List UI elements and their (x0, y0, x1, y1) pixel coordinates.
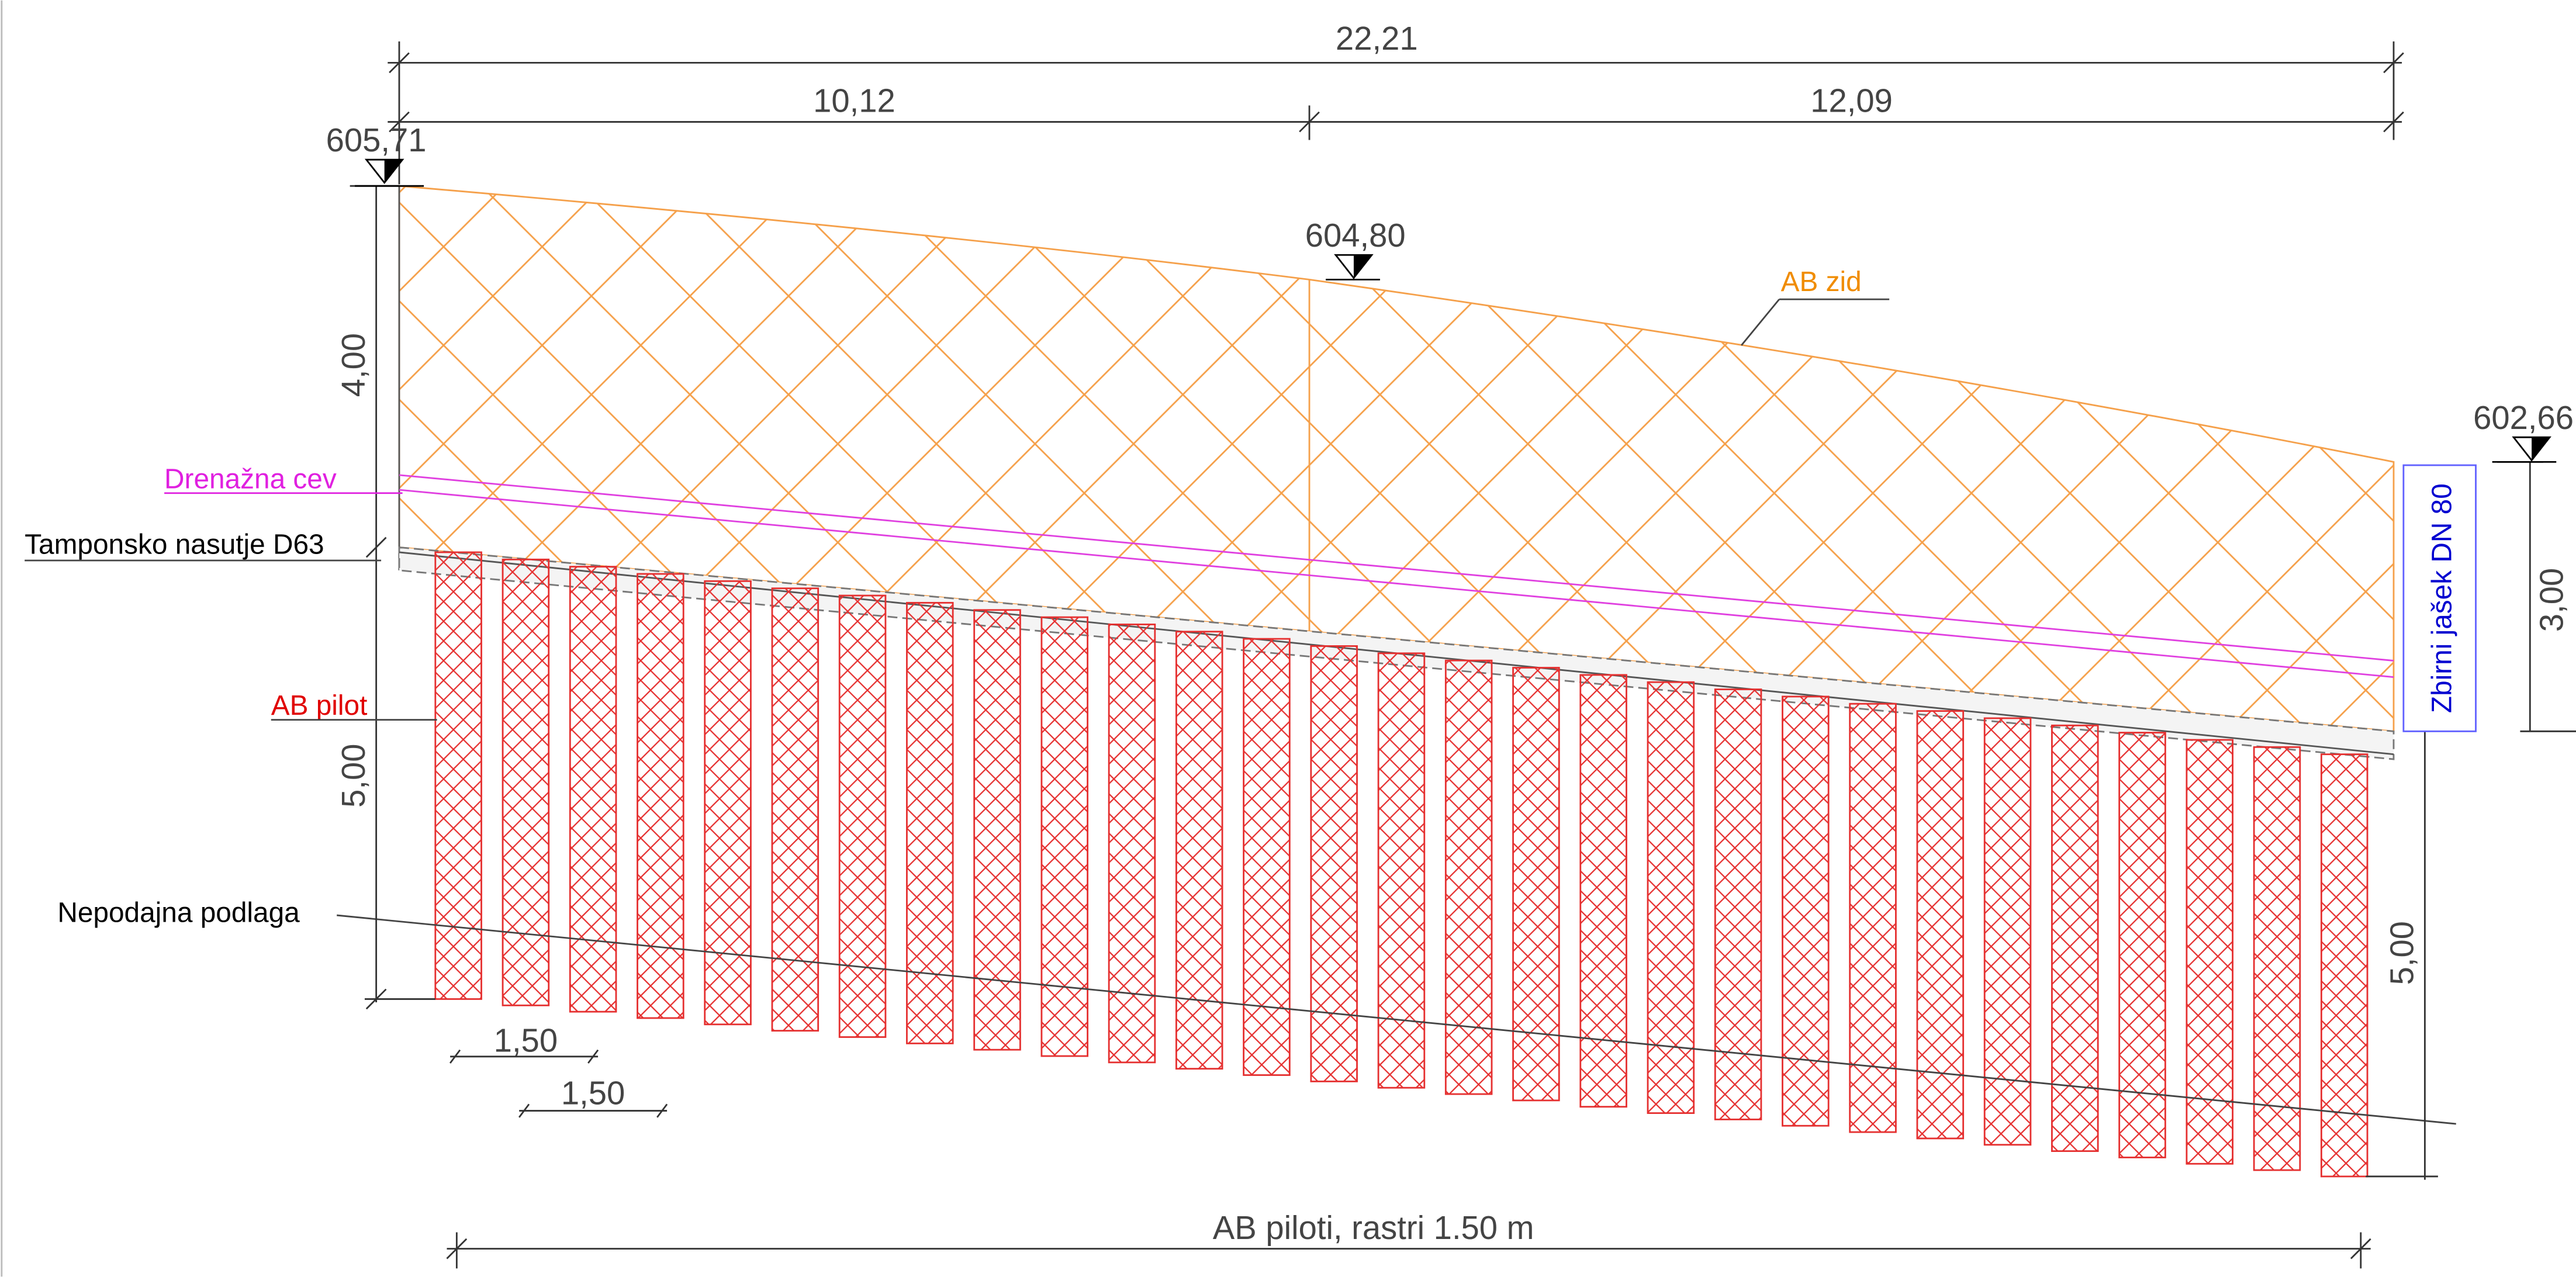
ticks (365, 537, 387, 1010)
dim-text: 3,00 (2533, 568, 2570, 632)
dim-text: 5,00 (335, 743, 372, 807)
ticks (449, 1049, 668, 1118)
pile (1108, 624, 1156, 1064)
drain-line (399, 489, 2394, 678)
label-wall: AB zid (1781, 267, 1862, 297)
pile (1444, 659, 1493, 1095)
pile (704, 580, 752, 1026)
pile (2320, 753, 2368, 1178)
pile (1916, 710, 1965, 1140)
dim-text: 1,50 (561, 1074, 625, 1111)
label-pile: AB pilot (271, 690, 368, 721)
elevation-mark (1326, 254, 1380, 281)
dim-text: 1,50 (494, 1022, 558, 1058)
bedrock-line (337, 914, 2456, 1125)
pile (502, 558, 550, 1006)
pile (2118, 732, 2166, 1158)
pile (569, 566, 617, 1013)
dim-text: 5,00 (2384, 921, 2421, 985)
label-drain: Drenažna cev (164, 463, 337, 494)
pile (1849, 702, 1897, 1133)
elevation-text: 604,80 (1305, 217, 1406, 254)
pile (973, 609, 1021, 1051)
pile (1512, 667, 1560, 1102)
elevation-text: 602,66 (2473, 399, 2574, 436)
pile (771, 587, 820, 1032)
label-shaft: Zbirni jašek DN 80 (2426, 483, 2457, 713)
elevation-text: 605,71 (326, 122, 427, 158)
pile (1983, 717, 2032, 1146)
pile (1377, 652, 1426, 1089)
drain-line (399, 474, 2394, 662)
pile (434, 551, 482, 1000)
pile (2186, 739, 2233, 1165)
dim-text: AB piloti, rastri 1.50 m (1213, 1209, 1534, 1246)
dim-text: 4,00 (335, 333, 372, 397)
label-gravel: Tamponsko nasutje D63 (25, 530, 324, 560)
pile (1310, 645, 1358, 1082)
ticks (389, 52, 2404, 133)
pile (2253, 746, 2301, 1171)
pile (1782, 695, 1830, 1127)
leader (1741, 298, 1890, 346)
dim-text: 12,09 (1810, 82, 1893, 119)
dim-text: 22,21 (1336, 20, 1418, 57)
pile (1647, 681, 1695, 1114)
dim-text: 10,12 (813, 82, 895, 119)
pile (1175, 631, 1223, 1070)
pile (1040, 616, 1089, 1057)
pile (2051, 724, 2099, 1153)
wall (398, 185, 2395, 732)
ticks (446, 1238, 2371, 1259)
pile (1243, 638, 1291, 1076)
label-bedrock: Nepodajna podlaga (57, 897, 300, 928)
shaft-box (2402, 464, 2477, 732)
pile (1714, 688, 1762, 1120)
pile (637, 573, 684, 1019)
pile (1579, 674, 1627, 1108)
piles (434, 551, 2368, 1178)
pile (906, 601, 954, 1044)
pile (838, 594, 887, 1038)
